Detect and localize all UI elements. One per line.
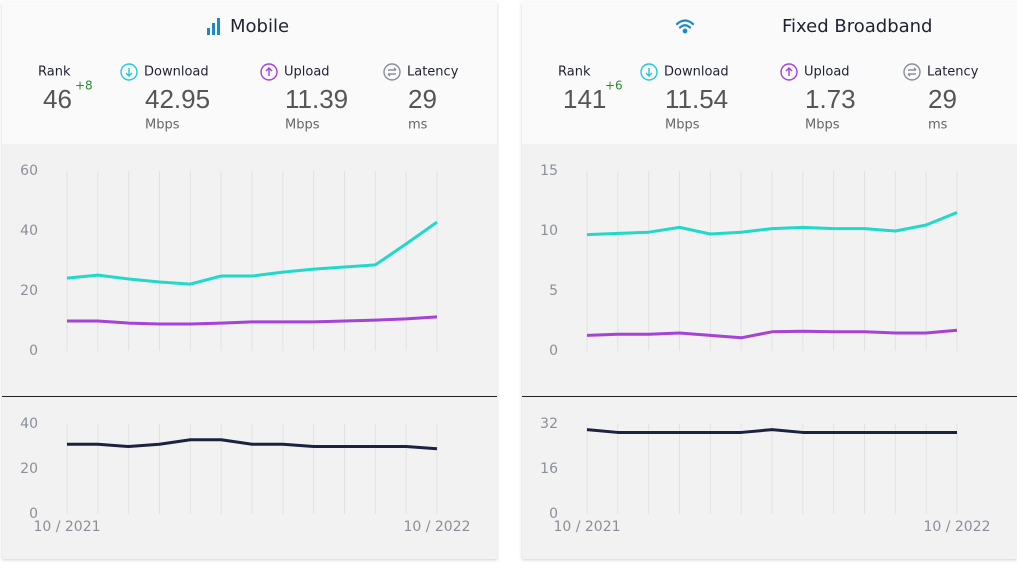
y-tick-label: 5 — [549, 283, 558, 299]
stat-icon — [260, 63, 278, 81]
panel-fixed — [522, 2, 1017, 559]
y-tick-label: 0 — [549, 343, 558, 359]
rank-label: Rank — [38, 65, 71, 80]
stat-value: 29 — [408, 84, 437, 114]
stat-unit: ms — [408, 118, 428, 133]
stat-icon — [903, 63, 921, 81]
y-tick-label: 40 — [20, 416, 38, 432]
panel-mobile — [2, 2, 497, 559]
stat-icon-glyph — [265, 67, 273, 76]
series-line — [67, 438, 438, 451]
x-tick-label: 10 / 2022 — [403, 519, 470, 535]
y-tick-label: 32 — [540, 416, 558, 432]
signal-icon — [207, 18, 220, 35]
stat-icon-glyph — [645, 68, 653, 77]
stat-unit: Mbps — [665, 118, 700, 133]
stat-unit: Mbps — [285, 118, 320, 133]
stat-icon-glyph — [907, 67, 917, 77]
stat-label: Upload — [804, 65, 850, 80]
series-line — [586, 328, 958, 340]
stat-label: Latency — [407, 65, 459, 80]
stat-icon — [780, 63, 798, 81]
stat-label: Download — [144, 65, 209, 80]
stat-icon — [640, 63, 658, 81]
plot-bg — [2, 397, 497, 559]
rank-change: +6 — [605, 79, 623, 93]
stat-value: 42.95 — [145, 84, 210, 114]
y-tick-label: 60 — [20, 163, 38, 179]
x-tick-label: 10 / 2021 — [553, 519, 620, 535]
y-tick-label: 20 — [20, 283, 38, 299]
rank-change: +8 — [75, 79, 93, 93]
y-tick-label: 10 — [540, 223, 558, 239]
series-line — [66, 220, 438, 286]
y-tick-label: 15 — [540, 163, 558, 179]
stat-value: 1.73 — [805, 84, 856, 114]
stat-unit: Mbps — [145, 118, 180, 133]
y-tick-label: 40 — [20, 223, 38, 239]
stat-icon — [383, 63, 401, 81]
stat-value: 11.54 — [665, 84, 728, 114]
plot-bg — [522, 144, 1017, 396]
series-line — [67, 315, 438, 326]
plot-bg — [2, 144, 497, 396]
stat-icon-glyph — [125, 68, 133, 77]
plot-bg — [522, 397, 1017, 559]
y-tick-label: 0 — [29, 506, 38, 522]
y-tick-label: 0 — [549, 506, 558, 522]
rank-value: 46 — [43, 84, 72, 114]
stat-value: 11.39 — [285, 84, 348, 114]
stat-label: Download — [664, 65, 729, 80]
stat-unit: Mbps — [805, 118, 840, 133]
y-tick-label: 0 — [29, 343, 38, 359]
stat-icon — [120, 63, 138, 81]
rank-value: 141 — [563, 84, 606, 114]
rank-label: Rank — [558, 65, 591, 80]
stat-label: Latency — [927, 65, 979, 80]
stat-icon-glyph — [785, 67, 793, 76]
panel-title: Mobile — [230, 16, 289, 37]
x-tick-label: 10 / 2021 — [33, 519, 100, 535]
stat-unit: ms — [928, 118, 948, 133]
wifi-icon — [675, 19, 695, 34]
y-tick-label: 16 — [540, 461, 558, 477]
y-tick-label: 20 — [20, 461, 38, 477]
series-line — [586, 211, 958, 237]
stat-icon-glyph — [387, 67, 397, 77]
series-line — [586, 428, 957, 434]
stat-value: 29 — [928, 84, 957, 114]
stat-label: Upload — [284, 65, 330, 80]
panel-title: Fixed Broadband — [782, 16, 932, 37]
x-tick-label: 10 / 2022 — [923, 519, 990, 535]
